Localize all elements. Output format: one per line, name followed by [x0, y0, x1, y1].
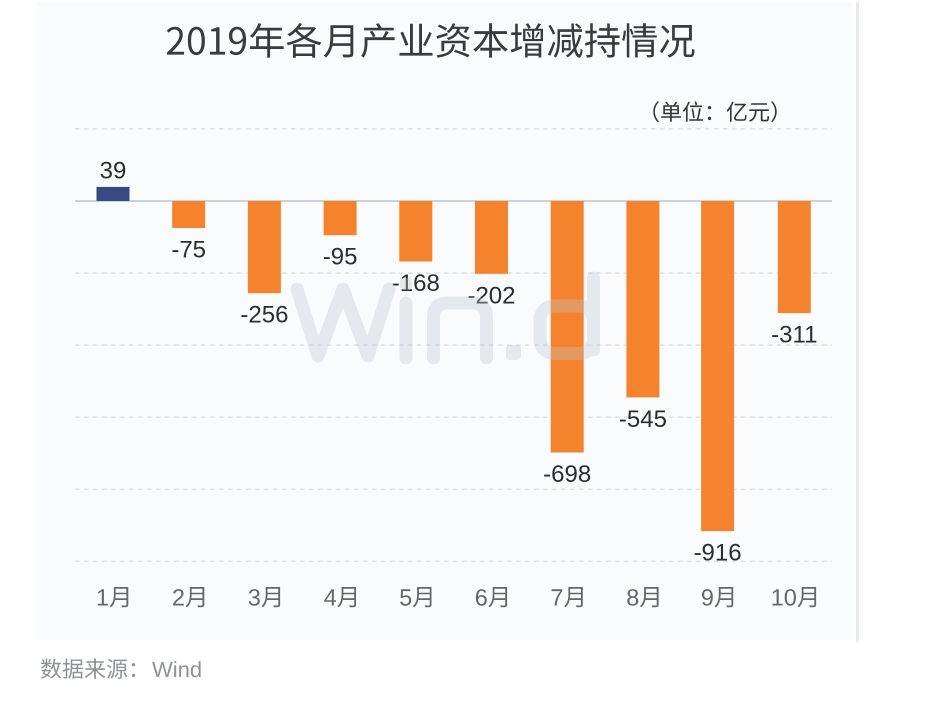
svg-text:39: 39 [100, 157, 127, 184]
svg-text:-311: -311 [771, 322, 817, 349]
svg-text:-916: -916 [694, 540, 742, 567]
svg-text:-95: -95 [323, 244, 358, 271]
svg-text:-256: -256 [240, 302, 288, 329]
svg-text:-168: -168 [392, 270, 440, 297]
svg-text:-698: -698 [543, 461, 591, 488]
svg-text:-545: -545 [619, 406, 667, 433]
svg-text:-202: -202 [467, 282, 515, 309]
svg-text:-75: -75 [171, 237, 206, 264]
